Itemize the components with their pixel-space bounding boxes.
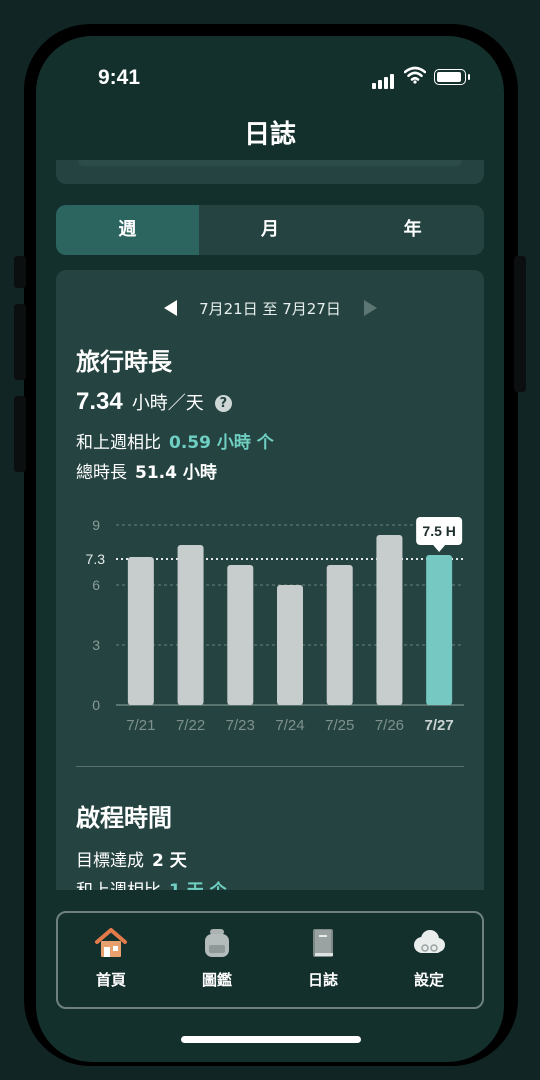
volume-down-button <box>14 396 26 472</box>
y-tick-label: 0 <box>92 697 100 713</box>
y-tick-label: 3 <box>92 637 100 653</box>
average-unit: 小時／天 <box>131 393 204 414</box>
status-time: 9:41 <box>98 66 141 89</box>
x-tick-label: 7/25 <box>325 717 354 734</box>
tab-home[interactable]: 首頁 <box>58 913 164 1007</box>
bar <box>177 545 204 705</box>
x-tick-label: 7/23 <box>226 717 255 734</box>
total-value: 51.4 小時 <box>135 463 217 483</box>
x-tick-label: 7/27 <box>425 717 454 734</box>
total-duration: 總時長 51.4 小時 <box>76 458 217 483</box>
goal-label: 目標達成 <box>76 851 144 871</box>
screen: 9:41 日誌 週 月 年 7月21日 至 7月27日 旅行時長 7.34 小時… <box>36 36 504 1062</box>
bar <box>127 557 154 705</box>
date-range: 7月21日 至 7月27日 <box>199 300 341 318</box>
travel-duration-chart: 0 3 6 9 7.3 7/21 7/22 7/23 7/24 7/25 7/26 7/27 7.5 H <box>86 517 464 734</box>
comparison-label: 和上週相比 <box>76 433 161 453</box>
x-tick-label: 7/24 <box>275 717 304 734</box>
segment-month[interactable]: 月 <box>261 219 279 240</box>
bar <box>376 535 403 705</box>
cloud-gear-icon <box>414 930 445 953</box>
average-label: 7.3 <box>86 551 106 567</box>
tooltip-label: 7.5 H <box>422 523 455 539</box>
volume-up-button <box>14 304 26 380</box>
tab-collection-label: 圖鑑 <box>201 971 232 989</box>
bar <box>227 565 254 705</box>
y-tick-label: 6 <box>92 577 100 593</box>
average-value: 7.34 <box>76 388 123 415</box>
departure-comparison: 和上週相比 1 天 个 <box>76 876 227 890</box>
departure-compare-value: 1 天 个 <box>169 881 227 890</box>
bar <box>426 555 453 705</box>
comparison-value: 0.59 小時 个 <box>169 433 274 453</box>
period-segmented-control: 週 月 年 <box>56 205 484 255</box>
tab-settings[interactable]: 設定 <box>376 913 482 1007</box>
power-button <box>514 256 526 392</box>
x-tick-label: 7/26 <box>375 717 404 734</box>
x-tick-label: 7/22 <box>176 717 205 734</box>
departure-time-title: 啟程時間 <box>76 804 172 832</box>
tab-bar: 首頁 圖鑑 日誌 <box>56 911 484 1009</box>
tab-settings-label: 設定 <box>413 971 444 989</box>
tab-home-label: 首頁 <box>95 971 126 989</box>
bar <box>326 565 353 705</box>
tab-journal-label: 日誌 <box>307 971 338 989</box>
home-indicator <box>181 1036 361 1043</box>
page-title: 日誌 <box>243 120 296 150</box>
wifi-icon <box>404 66 426 84</box>
average-duration: 7.34 小時／天 ? <box>76 388 232 416</box>
cellular-signal-icon <box>372 70 396 89</box>
y-tick-label: 9 <box>92 517 100 533</box>
section-divider <box>76 766 464 767</box>
previous-week-icon[interactable] <box>164 300 177 316</box>
help-icon[interactable]: ? <box>214 395 232 412</box>
tab-journal[interactable]: 日誌 <box>270 913 376 1007</box>
book-icon <box>313 929 333 957</box>
next-week-icon[interactable] <box>364 300 377 316</box>
goal-achieved: 目標達成 2 天 <box>76 846 187 871</box>
previous-card-edge <box>56 160 484 184</box>
x-tick-label: 7/21 <box>126 717 155 734</box>
mute-switch <box>14 256 26 288</box>
backpack-icon <box>205 929 229 957</box>
travel-duration-title: 旅行時長 <box>76 348 172 376</box>
bar <box>277 585 303 705</box>
departure-compare-label: 和上週相比 <box>76 881 161 890</box>
segment-week[interactable]: 週 <box>56 205 199 255</box>
tooltip-box <box>416 517 463 545</box>
goal-value: 2 天 <box>152 851 187 871</box>
total-label: 總時長 <box>76 463 127 483</box>
stats-card: 7月21日 至 7月27日 旅行時長 7.34 小時／天 ? 和上週相比 0.59… <box>56 270 484 890</box>
segment-year[interactable]: 年 <box>403 219 422 240</box>
tab-collection[interactable]: 圖鑑 <box>164 913 270 1007</box>
tooltip-pointer <box>433 545 446 552</box>
battery-icon <box>434 69 470 85</box>
weekly-comparison: 和上週相比 0.59 小時 个 <box>76 428 274 453</box>
status-bar: 9:41 <box>36 36 504 116</box>
house-icon <box>95 928 127 957</box>
